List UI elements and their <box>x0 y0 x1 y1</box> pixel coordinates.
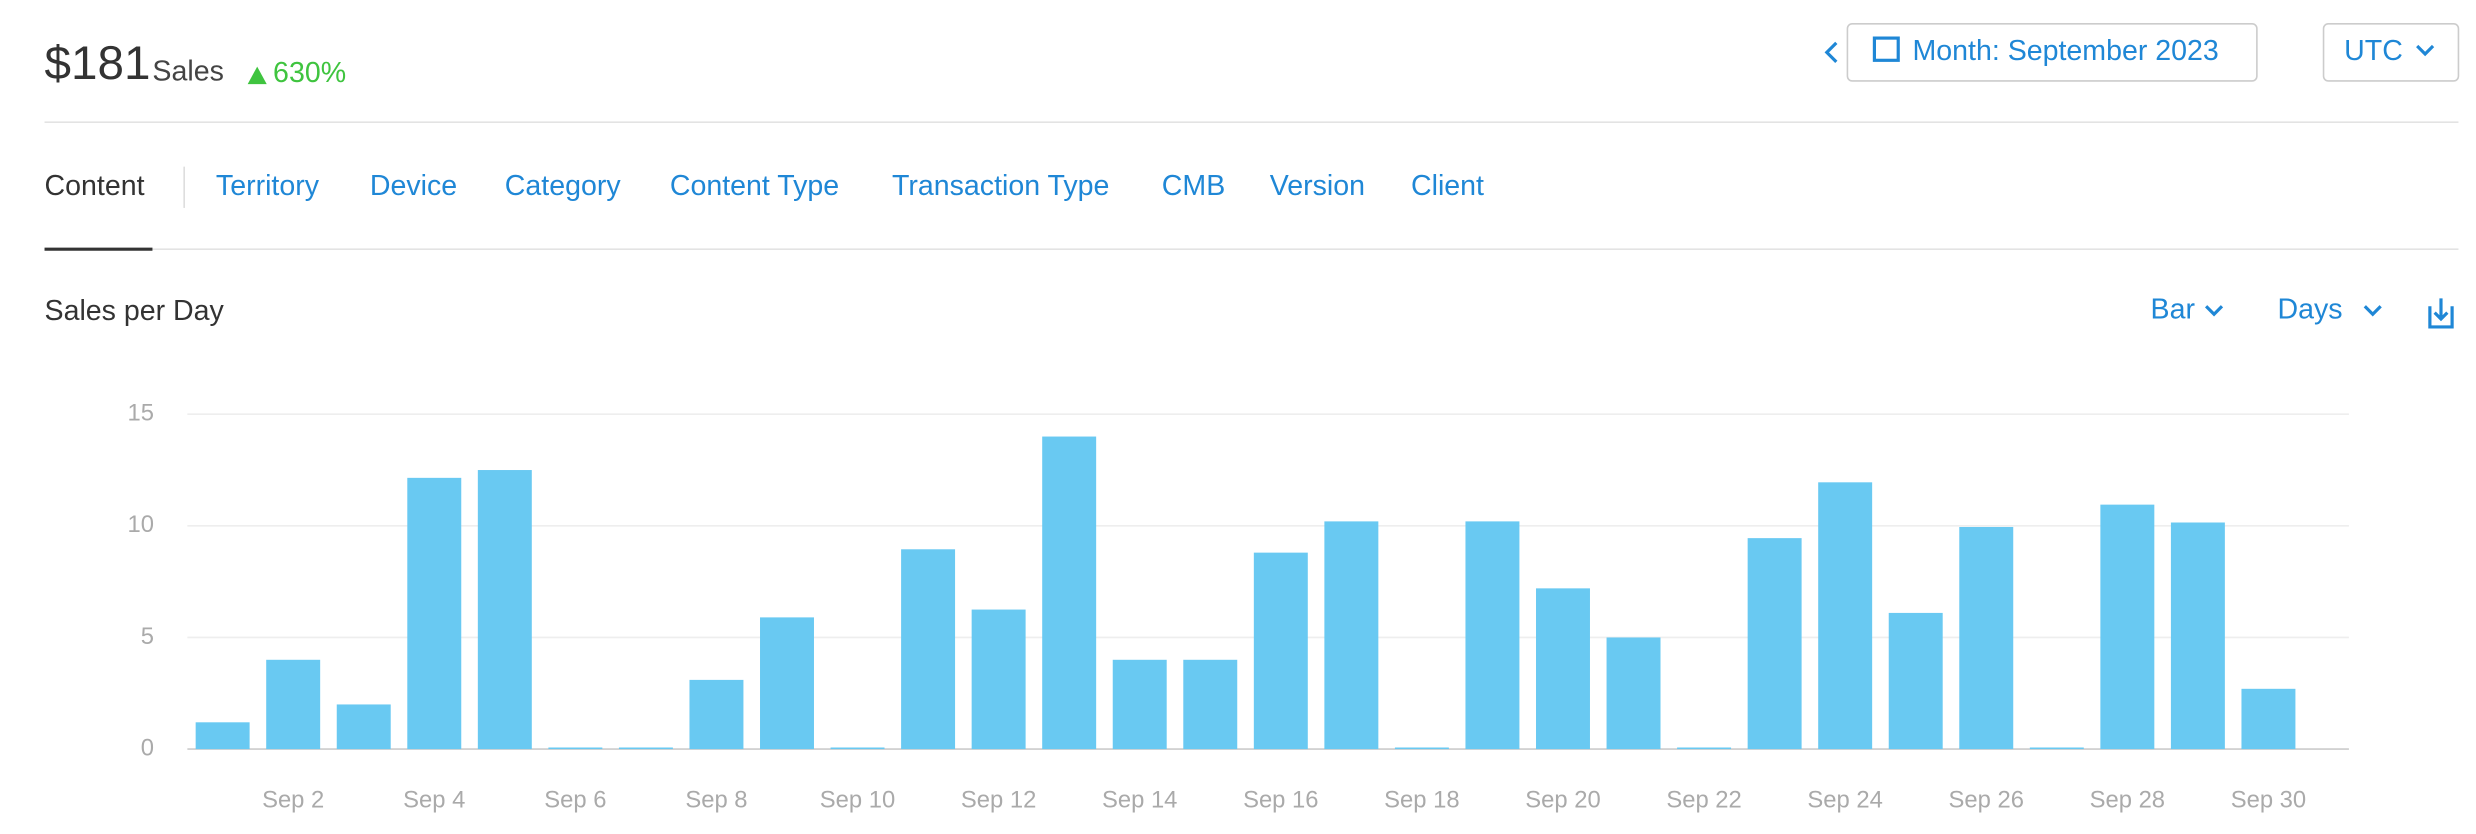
x-tick-label: Sep 4 <box>403 787 465 814</box>
bar <box>1042 436 1097 750</box>
prev-button[interactable] <box>1824 41 1838 64</box>
x-tick-label: Sep 16 <box>1243 787 1318 814</box>
bar <box>971 609 1026 750</box>
bar <box>1606 637 1661 750</box>
tab[interactable]: Content Type <box>670 170 839 202</box>
tab[interactable]: Client <box>1411 170 1484 202</box>
x-tick-label: Sep 18 <box>1384 787 1459 814</box>
bar <box>901 549 956 750</box>
x-tick-label: Sep 20 <box>1525 787 1600 814</box>
bar <box>2029 747 2084 750</box>
interval-button[interactable]: Days <box>2278 294 2343 326</box>
bar <box>1465 521 1520 750</box>
period-label: Month: September 2023 <box>1913 35 2219 67</box>
total-label: Sales <box>152 56 223 88</box>
bar <box>1324 521 1379 750</box>
bar <box>407 477 462 750</box>
calendar-icon <box>1872 36 1900 62</box>
bar <box>266 659 321 750</box>
tab[interactable]: Transaction Type <box>892 170 1109 202</box>
bar <box>760 617 814 750</box>
bar <box>1253 552 1308 750</box>
chevron <box>2416 44 2435 57</box>
bar <box>1394 747 1449 750</box>
bar <box>830 747 885 750</box>
x-tick-label: Sep 8 <box>685 787 747 814</box>
tab[interactable]: Territory <box>216 170 320 202</box>
chart: 0 5 10 15 Sep 2 Sep 4 Sep 6 Sep 8 Sep 10 Sep 12 Se… <box>128 400 2349 814</box>
change: 630% <box>273 57 346 89</box>
bar <box>689 679 744 750</box>
x-tick-label: Sep 26 <box>1949 787 2024 814</box>
bar <box>1959 526 2014 750</box>
x-tick-label: Sep 2 <box>262 787 324 814</box>
y-tick-label: 10 <box>128 511 154 538</box>
x-tick-label: Sep 22 <box>1666 787 1741 814</box>
up-icon <box>247 66 267 85</box>
bar <box>2170 522 2225 750</box>
panel-title: Sales per Day <box>45 295 225 327</box>
tab[interactable]: CMB <box>1162 170 1225 202</box>
bar <box>1183 659 1238 750</box>
y-tick-label: 15 <box>128 400 154 427</box>
bar <box>1677 747 1732 750</box>
x-tick-label: Sep 28 <box>2090 787 2165 814</box>
timezone-label: UTC <box>2344 35 2403 67</box>
x-tick-label: Sep 14 <box>1102 787 1177 814</box>
timezone-button[interactable] <box>2322 23 2460 82</box>
y-tick-label: 5 <box>141 623 154 650</box>
total-amount: $181 <box>45 37 151 90</box>
bar <box>1747 538 1802 750</box>
x-tick-label: Sep 10 <box>820 787 895 814</box>
tab[interactable]: Version <box>1270 170 1365 202</box>
period-button[interactable] <box>1846 23 2258 82</box>
bar <box>618 747 673 750</box>
bar <box>477 470 532 750</box>
x-tick-label: Sep 30 <box>2231 787 2306 814</box>
bar <box>548 747 603 750</box>
x-tick-label: Sep 24 <box>1807 787 1882 814</box>
bar <box>1112 659 1167 750</box>
bar <box>336 704 391 750</box>
y-tick-label: 0 <box>141 734 154 761</box>
x-tick-label: Sep 12 <box>961 787 1036 814</box>
chevron <box>2363 305 2382 317</box>
chevron <box>2204 305 2224 317</box>
tabs: Content Territory Device Category Content Ty… <box>45 170 1485 202</box>
bar <box>1818 482 1873 750</box>
bar <box>2241 688 2296 750</box>
x-tick-label: Sep 6 <box>544 787 606 814</box>
bar <box>2100 504 2155 750</box>
chart-style-button[interactable]: Bar <box>2151 294 2196 326</box>
bar <box>195 722 250 750</box>
tab[interactable]: Content <box>45 170 145 202</box>
download-button[interactable] <box>2428 298 2454 329</box>
bar <box>1888 612 1943 750</box>
tab[interactable]: Device <box>370 170 457 202</box>
bar <box>1536 588 1590 750</box>
tab[interactable]: Category <box>505 170 622 202</box>
